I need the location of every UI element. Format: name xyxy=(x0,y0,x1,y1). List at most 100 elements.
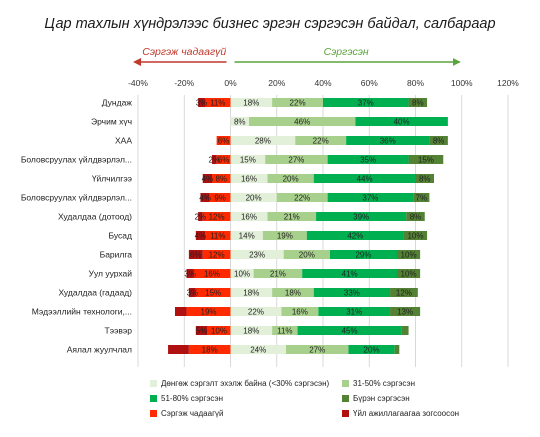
category-label: Худалдаа (гадаад) xyxy=(58,288,132,298)
bar-segment xyxy=(230,117,249,126)
legend-label: Үйл ажиллагаагаа зогсоосон xyxy=(353,409,459,418)
bar-segment xyxy=(406,212,425,221)
bar-segment xyxy=(403,231,428,240)
category-label: Худалдаа (дотоод) xyxy=(58,212,132,222)
bar-segment xyxy=(230,231,263,240)
bar-segment xyxy=(230,250,284,259)
bar-segment xyxy=(230,212,268,221)
bar-segment xyxy=(401,326,409,335)
legend-label: 31-50% сэргэсэн xyxy=(353,379,415,388)
data-label: 10% xyxy=(234,270,250,279)
data-label: 3% xyxy=(184,270,196,279)
bar-segment xyxy=(323,98,409,107)
positive-direction-label: Сэргэсэн xyxy=(324,46,369,58)
bar-segment xyxy=(230,193,277,202)
bar-segment xyxy=(216,155,231,164)
legend-label: Бүрэн сэргэсэн xyxy=(353,394,410,403)
bar-segment xyxy=(408,155,444,164)
data-label: 21% xyxy=(270,270,286,279)
legend-swatch xyxy=(342,410,349,417)
data-label: 10% xyxy=(211,327,227,336)
category-label: Боловсруулах үйлдвэрлэл... xyxy=(21,155,132,165)
data-label: 8% xyxy=(215,175,227,184)
data-label: 4% xyxy=(202,175,214,184)
bar-segment xyxy=(286,345,349,354)
bar-segment xyxy=(272,98,323,107)
bar-segment xyxy=(397,250,421,259)
data-label: 6% xyxy=(218,156,230,165)
legend: Дөнгөж сэргэлт эхэлж байна (<30% сэргэсэ… xyxy=(150,379,459,418)
data-label: 4% xyxy=(195,232,207,241)
bar-segment xyxy=(390,288,418,297)
bar-segment xyxy=(327,193,414,202)
data-label: 44% xyxy=(357,175,373,184)
bar-segment xyxy=(327,155,409,164)
bars xyxy=(168,98,448,354)
bar-segment xyxy=(253,269,303,278)
bar-segment xyxy=(297,326,402,335)
bar-segment xyxy=(200,193,210,202)
category-label: Боловсруулах үйлдвэрлэл... xyxy=(21,193,132,203)
data-label: 3% xyxy=(187,289,199,298)
bar-segment xyxy=(202,250,231,259)
x-tick-label: 120% xyxy=(497,78,519,88)
bar-segment xyxy=(355,117,448,126)
data-label: 19% xyxy=(201,308,217,317)
data-label: 45% xyxy=(342,327,358,336)
data-label: 10% xyxy=(401,251,417,260)
data-label: 29% xyxy=(355,251,371,260)
data-label: 12% xyxy=(209,251,225,260)
data-label: 2% xyxy=(209,156,221,165)
data-label: 20% xyxy=(299,251,315,260)
x-tick-label: 40% xyxy=(314,78,331,88)
category-label: Дундаж xyxy=(102,98,133,108)
bar-segment xyxy=(281,307,319,316)
x-tick-label: -20% xyxy=(174,78,194,88)
bar-segment xyxy=(193,269,231,278)
data-label: 2% xyxy=(195,213,207,222)
x-tick-label: 20% xyxy=(268,78,285,88)
x-tick-label: 0% xyxy=(224,78,237,88)
legend-swatch xyxy=(342,380,349,387)
bar-segment xyxy=(195,231,206,240)
data-label: 8% xyxy=(234,118,246,127)
legend-swatch xyxy=(150,380,157,387)
bar-segment xyxy=(276,193,328,202)
bar-segment xyxy=(230,155,266,164)
bar-segment xyxy=(272,326,298,335)
negative-direction-label: Сэргэж чадаагүй xyxy=(142,46,226,58)
legend-label: Дөнгөж сэргэлт эхэлж байна (<30% сэргэсэ… xyxy=(161,379,330,388)
bar-segment xyxy=(408,98,428,107)
data-label: 39% xyxy=(353,213,369,222)
data-label: 13% xyxy=(397,308,413,317)
data-label: 23% xyxy=(249,251,265,260)
data-label: 31% xyxy=(346,308,362,317)
category-label: Тээвэр xyxy=(105,326,133,336)
data-label: 12% xyxy=(396,289,412,298)
bar-segment xyxy=(397,269,421,278)
bar-segment xyxy=(212,174,231,183)
data-label: 4% xyxy=(199,194,211,203)
data-label: 12% xyxy=(209,213,225,222)
category-label: Барилга xyxy=(100,250,133,260)
bar-segment xyxy=(207,326,231,335)
bar-segment xyxy=(188,250,203,259)
legend-label: 51-80% сэргэсэн xyxy=(161,394,223,403)
data-label: 18% xyxy=(243,327,259,336)
data-label: 10% xyxy=(407,232,423,241)
category-label: Аялал жуулчлал xyxy=(67,345,132,355)
data-label: 27% xyxy=(288,156,304,165)
bar-segment xyxy=(230,307,282,316)
x-axis-ticks: -40% -20% 0% 20% 40% 60% 80% 100% 120% xyxy=(128,78,519,88)
bar-segment xyxy=(205,98,231,107)
data-label: 19% xyxy=(277,232,293,241)
data-label: 21% xyxy=(284,213,300,222)
x-tick-label: -40% xyxy=(128,78,148,88)
legend-swatch xyxy=(342,395,349,402)
bar-segment xyxy=(186,269,194,278)
data-label: 22% xyxy=(290,99,306,108)
bar-segment xyxy=(329,250,397,259)
category-label: Уул уурхай xyxy=(89,269,133,279)
data-label: 8% xyxy=(412,99,424,108)
bar-segment xyxy=(188,345,231,354)
